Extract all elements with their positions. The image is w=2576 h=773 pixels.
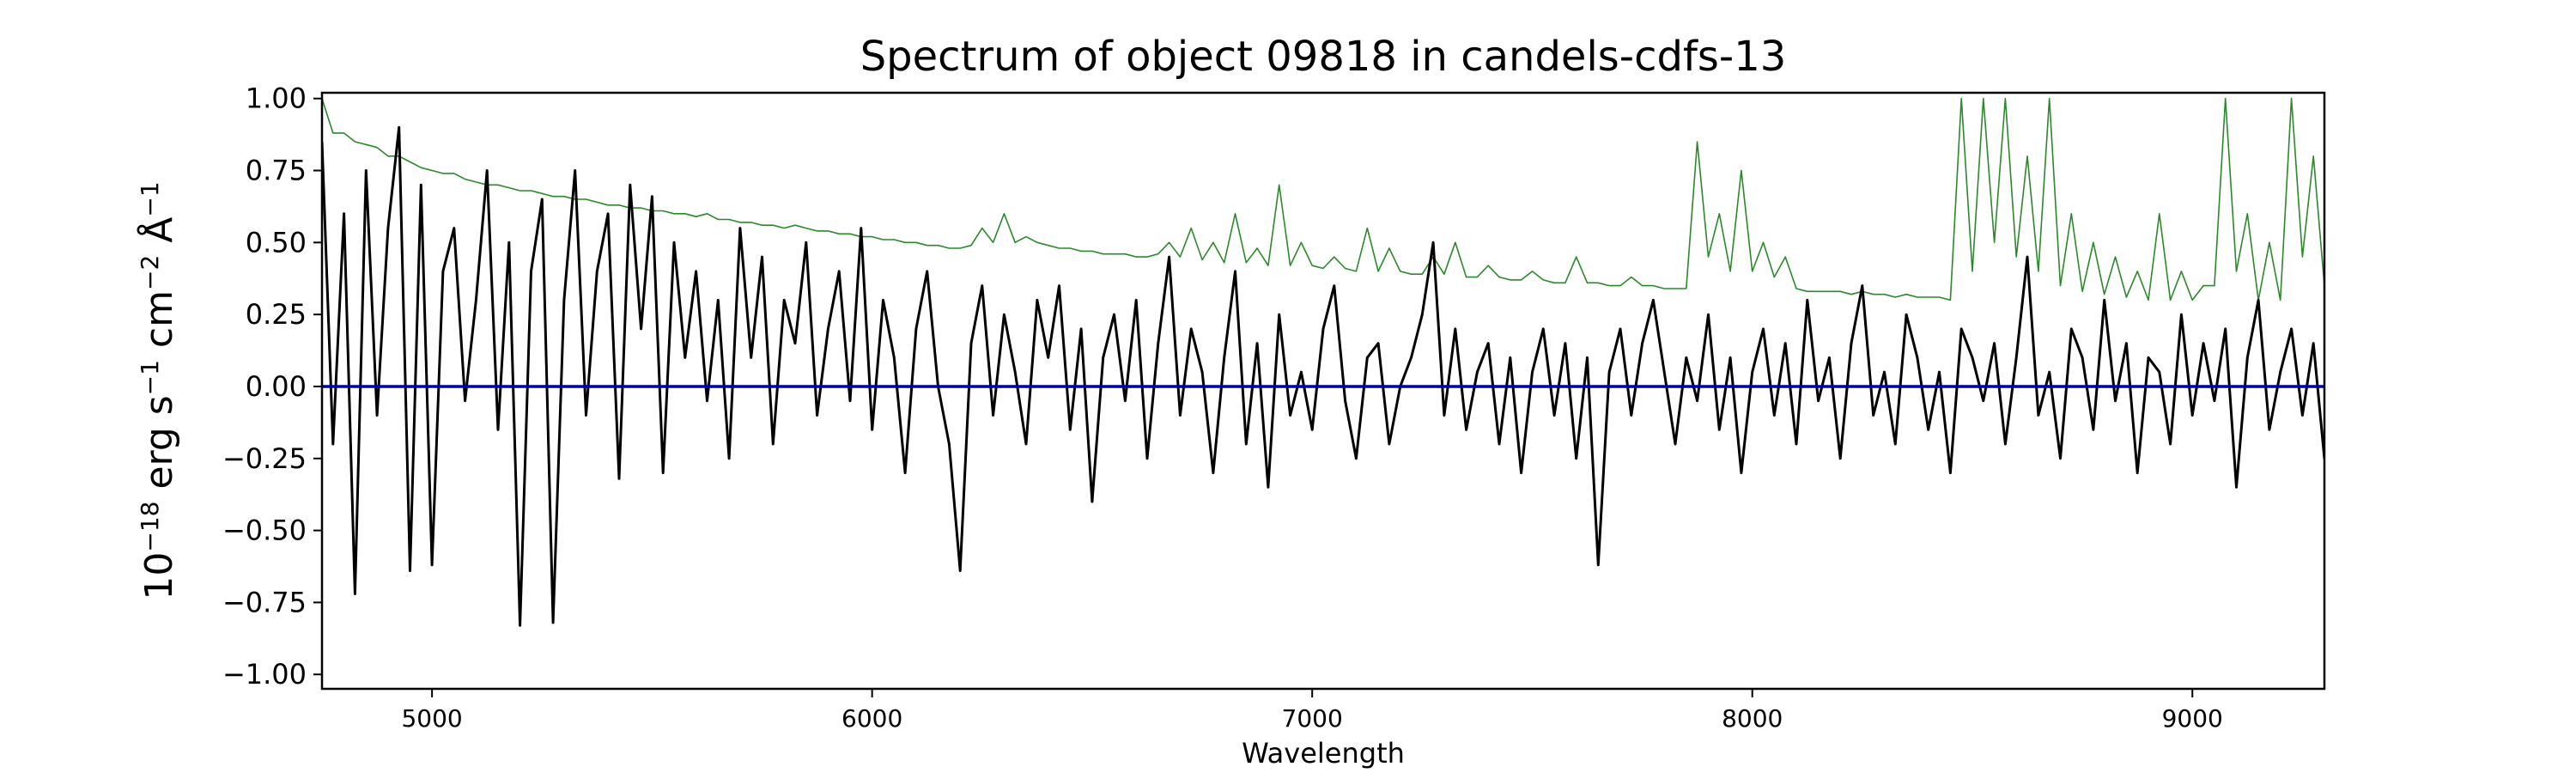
y-tick-label: 1.00 [246, 82, 307, 115]
x-tick-label: 7000 [1282, 704, 1343, 733]
x-tick-label: 6000 [841, 704, 902, 733]
y-label-base: 10 [137, 552, 181, 600]
y-tick-label: 0.25 [246, 298, 307, 331]
error-series-line [322, 97, 2324, 301]
y-label-unit3: Å [136, 217, 181, 255]
y-tick-label: 0.75 [246, 155, 307, 187]
chart-title: Spectrum of object 09818 in candels-cdfs… [860, 33, 1787, 81]
y-label-exp3: −2 [136, 255, 164, 290]
plot-frame [320, 91, 2326, 691]
y-tick-label: −1.00 [222, 658, 307, 691]
y-tick-label: −0.25 [222, 442, 307, 475]
y-tick-label: 0.00 [246, 370, 307, 403]
x-tick-label: 9000 [2162, 704, 2223, 733]
series-layer [322, 97, 2324, 627]
y-tick-label: −0.50 [222, 514, 307, 547]
x-tick-label: 8000 [1722, 704, 1783, 733]
x-axis: 5000 6000 7000 8000 9000 [401, 689, 2223, 733]
y-axis: 1.00 0.75 0.50 0.25 0.00 −0.25 −0.50 −0.75 −1.00 [222, 82, 322, 691]
y-label-unit2: cm [137, 290, 181, 360]
x-tick-label: 5000 [401, 704, 462, 733]
y-label-exp1: −18 [136, 502, 164, 552]
y-tick-label: −0.75 [222, 586, 307, 618]
flux-series-line [322, 125, 2324, 627]
y-label-exp4: −1 [136, 181, 164, 216]
y-axis-label: 10−18 erg s−1 cm−2 Å−1 [136, 181, 181, 600]
y-label-exp2: −1 [136, 360, 164, 395]
y-label-unit1: erg s [137, 395, 181, 501]
x-axis-label: Wavelength [1242, 737, 1405, 770]
y-tick-label: 0.50 [246, 226, 307, 259]
